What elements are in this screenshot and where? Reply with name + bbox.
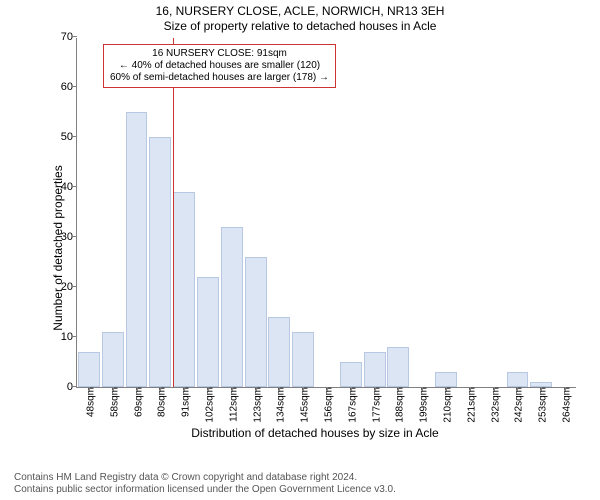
bar: [387, 347, 409, 387]
annotation-line2: ← 40% of detached houses are smaller (12…: [110, 60, 329, 72]
bar: [340, 362, 362, 387]
bar: [364, 352, 386, 387]
plot-area: 01020304050607048sqm58sqm69sqm80sqm91sqm…: [76, 38, 576, 388]
page-title-line2: Size of property relative to detached ho…: [0, 19, 600, 33]
x-tick-label: 69sqm: [129, 387, 144, 417]
x-tick-label: 188sqm: [391, 387, 406, 423]
x-tick-label: 112sqm: [224, 387, 239, 422]
bar: [268, 317, 290, 387]
bar: [149, 137, 171, 387]
x-tick-label: 199sqm: [415, 387, 430, 423]
x-tick-label: 48sqm: [81, 387, 96, 417]
bar: [197, 277, 219, 387]
x-tick-label: 145sqm: [296, 387, 311, 423]
x-tick-label: 264sqm: [558, 387, 573, 423]
bar: [245, 257, 267, 387]
page-title-line1: 16, NURSERY CLOSE, ACLE, NORWICH, NR13 3…: [0, 4, 600, 18]
x-tick-label: 134sqm: [272, 387, 287, 423]
bar: [435, 372, 457, 387]
x-tick-label: 102sqm: [200, 387, 215, 423]
y-tick-label: 30: [53, 231, 77, 243]
x-tick-label: 167sqm: [343, 387, 358, 423]
footer: Contains HM Land Registry data © Crown c…: [14, 472, 396, 496]
bar: [78, 352, 100, 387]
x-axis-label: Distribution of detached houses by size …: [50, 426, 580, 440]
x-tick-label: 221sqm: [462, 387, 477, 423]
y-tick-label: 60: [53, 81, 77, 93]
footer-line2: Contains public sector information licen…: [14, 484, 396, 496]
x-tick-label: 123sqm: [248, 387, 263, 423]
x-tick-label: 91sqm: [177, 387, 192, 417]
x-tick-label: 156sqm: [320, 387, 335, 423]
annotation-box: 16 NURSERY CLOSE: 91sqm← 40% of detached…: [103, 44, 336, 88]
footer-line1: Contains HM Land Registry data © Crown c…: [14, 472, 396, 484]
annotation-line1: 16 NURSERY CLOSE: 91sqm: [110, 48, 329, 60]
y-tick-label: 0: [53, 381, 77, 393]
x-tick-label: 80sqm: [153, 387, 168, 417]
bar: [292, 332, 314, 387]
x-tick-label: 242sqm: [510, 387, 525, 423]
bar: [507, 372, 529, 387]
chart-container: Number of detached properties 0102030405…: [50, 38, 580, 428]
y-tick-label: 50: [53, 131, 77, 143]
x-tick-label: 210sqm: [439, 387, 454, 423]
annotation-line3: 60% of semi-detached houses are larger (…: [110, 72, 329, 84]
bar: [102, 332, 124, 387]
y-tick-label: 70: [53, 31, 77, 43]
x-tick-label: 58sqm: [105, 387, 120, 417]
y-tick-label: 10: [53, 331, 77, 343]
bar: [173, 192, 195, 387]
x-tick-label: 177sqm: [367, 387, 382, 423]
x-tick-label: 232sqm: [486, 387, 501, 423]
y-tick-label: 20: [53, 281, 77, 293]
y-tick-label: 40: [53, 181, 77, 193]
bar: [126, 112, 148, 387]
x-tick-label: 253sqm: [534, 387, 549, 423]
reference-line: [173, 38, 174, 387]
bar: [221, 227, 243, 387]
